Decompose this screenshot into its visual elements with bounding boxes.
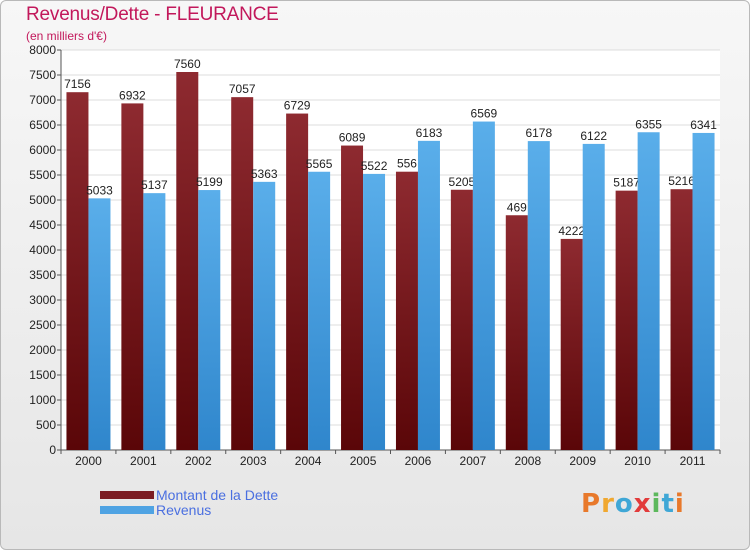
bar-revenus: [637, 132, 660, 450]
y-tick-label: 5500: [29, 168, 56, 182]
y-tick-label: 6500: [29, 118, 56, 132]
bar-dette: [560, 238, 583, 450]
y-tick-label: 2000: [29, 343, 56, 357]
data-label-dette: 7156: [64, 77, 91, 91]
bar-revenus: [198, 190, 221, 451]
data-label-revenus: 5033: [86, 183, 113, 197]
y-tick-label: 2500: [29, 318, 56, 332]
data-label-revenus: 6569: [471, 107, 498, 121]
x-tick-label: 2005: [350, 454, 377, 468]
logo-letter: t: [661, 489, 675, 519]
bar-revenus: [527, 141, 550, 450]
logo-letter: r: [601, 489, 615, 519]
bar-dette: [341, 145, 364, 451]
y-tick-label: 5000: [29, 193, 56, 207]
logo-letter: i: [674, 489, 685, 519]
bar-revenus: [143, 193, 166, 450]
bar-dette: [176, 72, 199, 450]
x-tick-label: 2008: [514, 454, 541, 468]
x-tick-label: 2007: [460, 454, 487, 468]
data-label-dette: 7560: [174, 57, 201, 71]
data-label-revenus: 6122: [580, 129, 607, 143]
bar-revenus: [692, 132, 715, 450]
chart-subtitle: (en milliers d'€): [26, 29, 107, 43]
bar-dette: [66, 92, 89, 450]
legend-swatch-revenus: [100, 505, 154, 514]
logo-letter: x: [633, 489, 652, 519]
data-label-dette: 5216: [668, 174, 695, 188]
bar-dette: [670, 189, 693, 450]
bar-dette: [615, 190, 638, 450]
data-label-dette: 6729: [284, 99, 311, 113]
bar-revenus: [582, 143, 605, 450]
x-tick-label: 2010: [624, 454, 651, 468]
y-tick-label: 8000: [29, 43, 56, 57]
data-label-dette: 556: [397, 157, 417, 171]
x-tick-label: 2000: [75, 454, 102, 468]
y-tick-label: 0: [49, 443, 56, 457]
x-tick-label: 2001: [130, 454, 157, 468]
y-tick-label: 3000: [29, 293, 56, 307]
bar-dette: [450, 189, 473, 450]
chart-title: Revenus/Dette - FLEURANCE: [26, 4, 279, 25]
data-label-dette: 6932: [119, 88, 146, 102]
data-label-dette: 6089: [339, 131, 366, 145]
bar-dette: [286, 113, 309, 451]
data-label-revenus: 5363: [251, 167, 278, 181]
data-label-revenus: 6341: [690, 118, 717, 132]
data-label-dette: 5205: [449, 175, 476, 189]
data-label-dette: 7057: [229, 82, 256, 96]
bar-dette: [505, 215, 528, 450]
y-tick-label: 3500: [29, 268, 56, 282]
legend-label-revenus: Revenus: [156, 501, 212, 518]
data-label-revenus: 6183: [416, 126, 443, 140]
x-tick-label: 2004: [295, 454, 322, 468]
data-label-dette: 469: [507, 200, 527, 214]
bar-revenus: [308, 171, 331, 450]
data-label-revenus: 5199: [196, 175, 223, 189]
bar-dette: [121, 103, 144, 451]
legend: Montant de la Dette Revenus: [100, 486, 279, 518]
x-tick-label: 2011: [680, 454, 706, 468]
y-tick-label: 7000: [29, 93, 56, 107]
bar-dette: [395, 171, 418, 450]
legend-item-revenus: Revenus: [100, 501, 278, 518]
y-tick-label: 7500: [29, 68, 56, 82]
data-label-revenus: 5522: [361, 159, 388, 173]
legend-label-dette: Montant de la Dette: [156, 486, 279, 503]
y-tick-label: 1500: [29, 368, 56, 382]
data-label-revenus: 5565: [306, 157, 333, 171]
x-tick-label: 2003: [240, 454, 267, 468]
legend-swatch-dette: [100, 490, 154, 499]
logo-letter: P: [581, 489, 602, 519]
data-label-revenus: 5137: [141, 178, 168, 192]
data-label-dette: 4222: [558, 224, 585, 238]
y-tick-label: 4000: [29, 243, 56, 257]
bar-dette: [231, 97, 254, 451]
bar-revenus: [417, 140, 440, 450]
data-label-dette: 5187: [613, 176, 640, 190]
y-tick-label: 500: [36, 418, 56, 432]
bar-revenus: [253, 181, 276, 450]
data-label-revenus: 6178: [525, 126, 552, 140]
bar-revenus: [363, 173, 386, 450]
y-tick-label: 6000: [29, 143, 56, 157]
bar-revenus: [472, 121, 495, 451]
x-tick-label: 2009: [569, 454, 596, 468]
legend-item-dette: Montant de la Dette: [100, 486, 279, 503]
bar-revenus: [88, 198, 111, 450]
logo-letter: o: [614, 489, 634, 519]
logo-letter: i: [651, 489, 662, 519]
y-tick-label: 4500: [29, 218, 56, 232]
x-tick-label: 2006: [405, 454, 432, 468]
proxiti-logo[interactable]: Proxiti: [581, 489, 685, 519]
data-label-revenus: 6355: [635, 117, 662, 131]
x-tick-label: 2002: [185, 454, 212, 468]
y-tick-label: 1000: [29, 393, 56, 407]
